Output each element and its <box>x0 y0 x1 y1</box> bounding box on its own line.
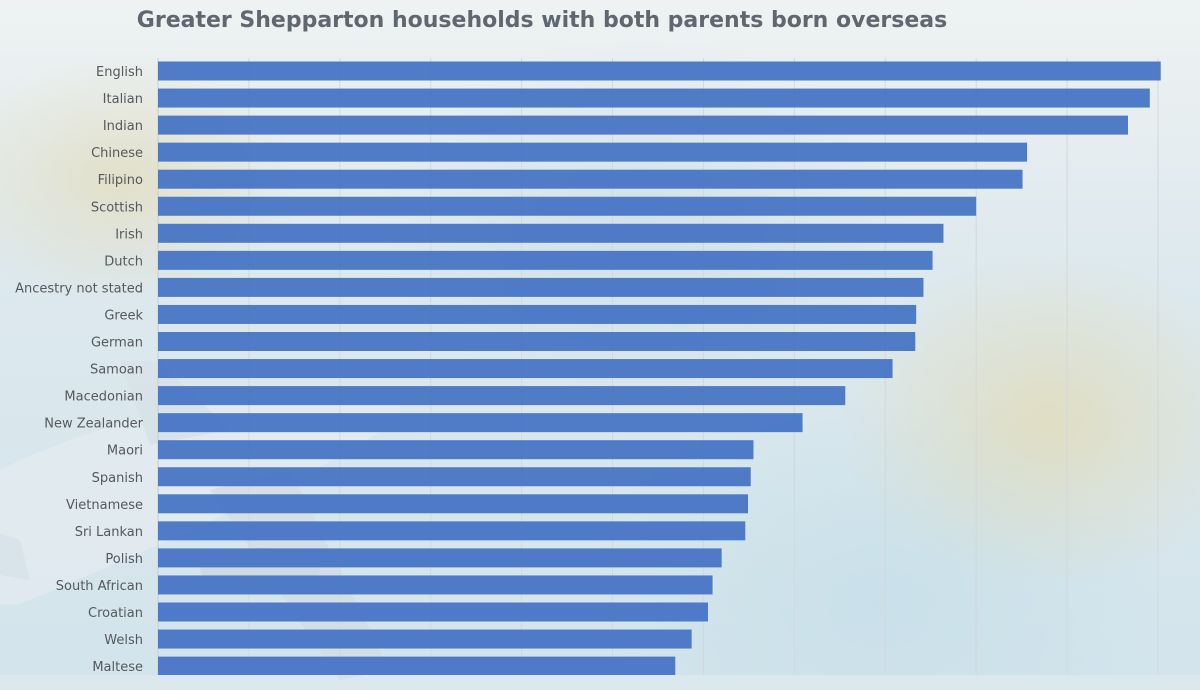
category-label: Chinese <box>91 146 143 161</box>
bar-indian <box>158 115 1128 135</box>
bar-scottish <box>158 196 977 216</box>
chart-title: Greater Shepparton households with both … <box>136 8 948 33</box>
category-label: Maori <box>107 444 143 459</box>
category-label: Samoan <box>90 363 143 378</box>
bar-polish <box>158 548 722 568</box>
category-label: Maltese <box>92 660 143 675</box>
bars <box>158 61 1161 675</box>
bar-maori <box>158 440 754 460</box>
bar-welsh <box>158 629 692 649</box>
category-label: Filipino <box>98 173 143 188</box>
bar-new-zealander <box>158 413 803 433</box>
category-label: Italian <box>103 92 143 107</box>
category-label: Croatian <box>88 606 143 621</box>
category-label: Vietnamese <box>66 498 143 513</box>
category-label: Greek <box>104 308 143 323</box>
category-label: Ancestry not stated <box>15 281 143 296</box>
category-label: Spanish <box>92 471 143 486</box>
bar-vietnamese <box>158 494 748 514</box>
category-label: Macedonian <box>64 390 143 405</box>
category-label: Dutch <box>104 254 143 269</box>
bar-spanish <box>158 467 751 487</box>
bar-english <box>158 61 1161 81</box>
bar-sri-lankan <box>158 521 746 541</box>
bar-ancestry-not-stated <box>158 277 924 297</box>
category-label: English <box>96 65 143 80</box>
bar-greek <box>158 304 917 324</box>
bar-chinese <box>158 142 1028 162</box>
category-label: Polish <box>105 552 143 567</box>
category-labels: English Italian Indian Chinese Filipino Scott… <box>15 65 144 675</box>
category-label: New Zealander <box>44 417 143 432</box>
category-label: German <box>91 336 143 351</box>
bar-maltese <box>158 656 676 675</box>
bar-chart: English Italian Indian Chinese Filipino Scott… <box>15 58 1161 675</box>
category-label: Indian <box>103 119 143 134</box>
bar-dutch <box>158 250 933 270</box>
bar-samoan <box>158 359 893 379</box>
category-label: South African <box>56 579 143 594</box>
bar-irish <box>158 223 944 243</box>
category-label: Irish <box>115 227 143 242</box>
bar-italian <box>158 88 1150 108</box>
category-label: Welsh <box>104 633 143 648</box>
category-label: Sri Lankan <box>75 525 143 540</box>
bar-german <box>158 332 916 351</box>
bar-croatian <box>158 602 708 622</box>
bar-macedonian <box>158 386 846 406</box>
bar-south-african <box>158 575 713 595</box>
category-label: Scottish <box>91 200 143 215</box>
bar-filipino <box>158 169 1023 189</box>
